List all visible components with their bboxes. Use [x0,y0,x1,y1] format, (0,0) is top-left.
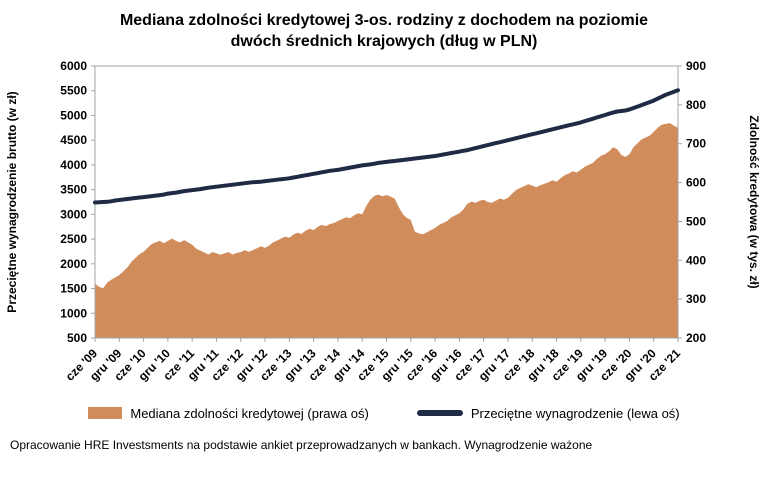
svg-text:800: 800 [686,98,706,112]
svg-text:1000: 1000 [60,306,87,320]
svg-text:5000: 5000 [60,108,87,122]
svg-text:4500: 4500 [60,133,87,147]
legend-label-wage: Przeciętne wynagrodzenie (lewa oś) [470,405,680,421]
svg-text:500: 500 [686,214,706,228]
svg-text:900: 900 [686,59,706,73]
source-note: Opracowanie HRE Investsments na podstawi… [10,438,593,452]
svg-text:5500: 5500 [60,84,87,98]
svg-text:3500: 3500 [60,183,87,197]
svg-text:4000: 4000 [60,158,87,172]
svg-text:3000: 3000 [60,207,87,221]
chart-title-line2: dwóch średnich krajowych (dług w PLN) [230,33,538,50]
chart-title: Mediana zdolności kredytowej 3-os. rodzi… [0,0,768,52]
chart-title-line1: Mediana zdolności kredytowej 3-os. rodzi… [119,12,649,29]
svg-text:700: 700 [686,137,706,151]
legend-label-median: Mediana zdolności kredytowej (prawa oś) [130,405,369,421]
svg-text:500: 500 [67,331,87,345]
svg-text:200: 200 [686,331,706,345]
legend-item-median: Mediana zdolności kredytowej (prawa oś) [88,405,369,421]
legend: Mediana zdolności kredytowej (prawa oś) … [0,398,768,428]
svg-text:Zdolność kredytowa (w tys. zł): Zdolność kredytowa (w tys. zł) [747,115,761,288]
svg-text:600: 600 [686,176,706,190]
svg-text:6000: 6000 [60,59,87,73]
svg-text:1500: 1500 [60,282,87,296]
chart-canvas: 500 1000 1500 2000 2500 3000 3500 4000 4500 5000 5… [5,59,761,384]
legend-swatch-median-area [88,407,123,419]
svg-text:Przeciętne wynagrodzenie brutt: Przeciętne wynagrodzenie brutto (w zł) [5,91,19,312]
svg-text:400: 400 [686,253,706,267]
svg-text:300: 300 [686,292,706,306]
plot-area-container: 500 1000 1500 2000 2500 3000 3500 4000 4500 5000 5… [0,52,768,404]
svg-text:2500: 2500 [60,232,87,246]
legend-item-wage: Przeciętne wynagrodzenie (lewa oś) [416,405,680,421]
svg-text:2000: 2000 [60,257,87,271]
legend-swatch-wage-line [416,410,463,416]
